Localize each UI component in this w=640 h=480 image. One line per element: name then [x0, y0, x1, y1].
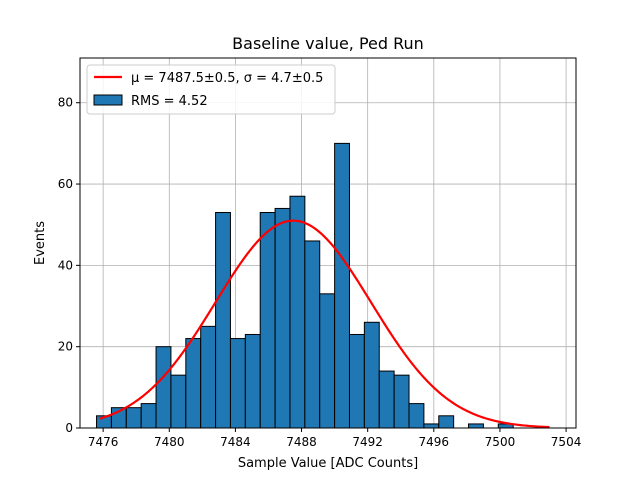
histogram-bars — [96, 142, 514, 429]
x-tick-label: 7496 — [419, 435, 450, 449]
histogram-bar — [215, 212, 231, 429]
plot-frame — [79, 57, 577, 429]
histogram-bar — [125, 407, 142, 429]
x-tick-label: 7500 — [485, 435, 516, 449]
histogram-bar — [319, 293, 336, 429]
histogram-bar — [304, 240, 321, 429]
y-tick-label: 40 — [58, 258, 73, 272]
histogram-bar — [408, 403, 425, 429]
legend-fit-label: μ = 7487.5±0.5, σ = 4.7±0.5 — [131, 71, 323, 86]
histogram-bar — [229, 338, 246, 429]
legend-rms-label: RMS = 4.52 — [131, 94, 208, 109]
x-tick-label: 7488 — [286, 435, 317, 449]
histogram-bar — [438, 415, 455, 429]
histogram-bar — [170, 374, 187, 429]
legend-box — [86, 64, 336, 115]
x-tick-label: 7492 — [352, 435, 383, 449]
histogram-bar — [289, 195, 306, 429]
y-tick-label: 80 — [58, 96, 73, 110]
gaussian-fit-curve — [99, 219, 550, 429]
x-tick-label: 7504 — [551, 435, 582, 449]
histogram-bar — [244, 333, 261, 429]
y-axis-ticks: 0 20 40 60 80 — [58, 96, 80, 435]
histogram-bar — [185, 338, 202, 429]
y-tick-label: 60 — [58, 177, 73, 191]
y-axis-label: Events — [33, 221, 48, 265]
x-axis-ticks: 7476 7480 7484 7488 7492 7496 7500 7504 — [88, 428, 581, 449]
legend: μ = 7487.5±0.5, σ = 4.7±0.5 RMS = 4.52 — [86, 64, 336, 115]
x-tick-label: 7480 — [154, 435, 185, 449]
histogram-bar — [393, 374, 410, 429]
x-tick-label: 7476 — [88, 435, 119, 449]
x-axis-label: Sample Value [ADC Counts] — [238, 456, 418, 471]
histogram-bar — [140, 403, 157, 429]
histogram-bar — [334, 142, 350, 429]
histogram-bar — [200, 325, 217, 429]
legend-rms-patch-swatch — [93, 94, 123, 106]
histogram-bar — [423, 423, 440, 429]
histogram-bar — [155, 346, 172, 429]
histogram-bar — [363, 321, 380, 429]
x-tick-label: 7484 — [220, 435, 251, 449]
chart-title: Baseline value, Ped Run — [232, 34, 424, 53]
histogram-bar — [348, 333, 365, 429]
histogram-bar — [274, 207, 291, 429]
histogram-bar — [468, 423, 484, 429]
y-tick-label: 0 — [65, 421, 73, 435]
histogram-bar — [378, 370, 395, 429]
y-tick-label: 20 — [58, 340, 73, 354]
histogram-bar — [259, 212, 276, 429]
